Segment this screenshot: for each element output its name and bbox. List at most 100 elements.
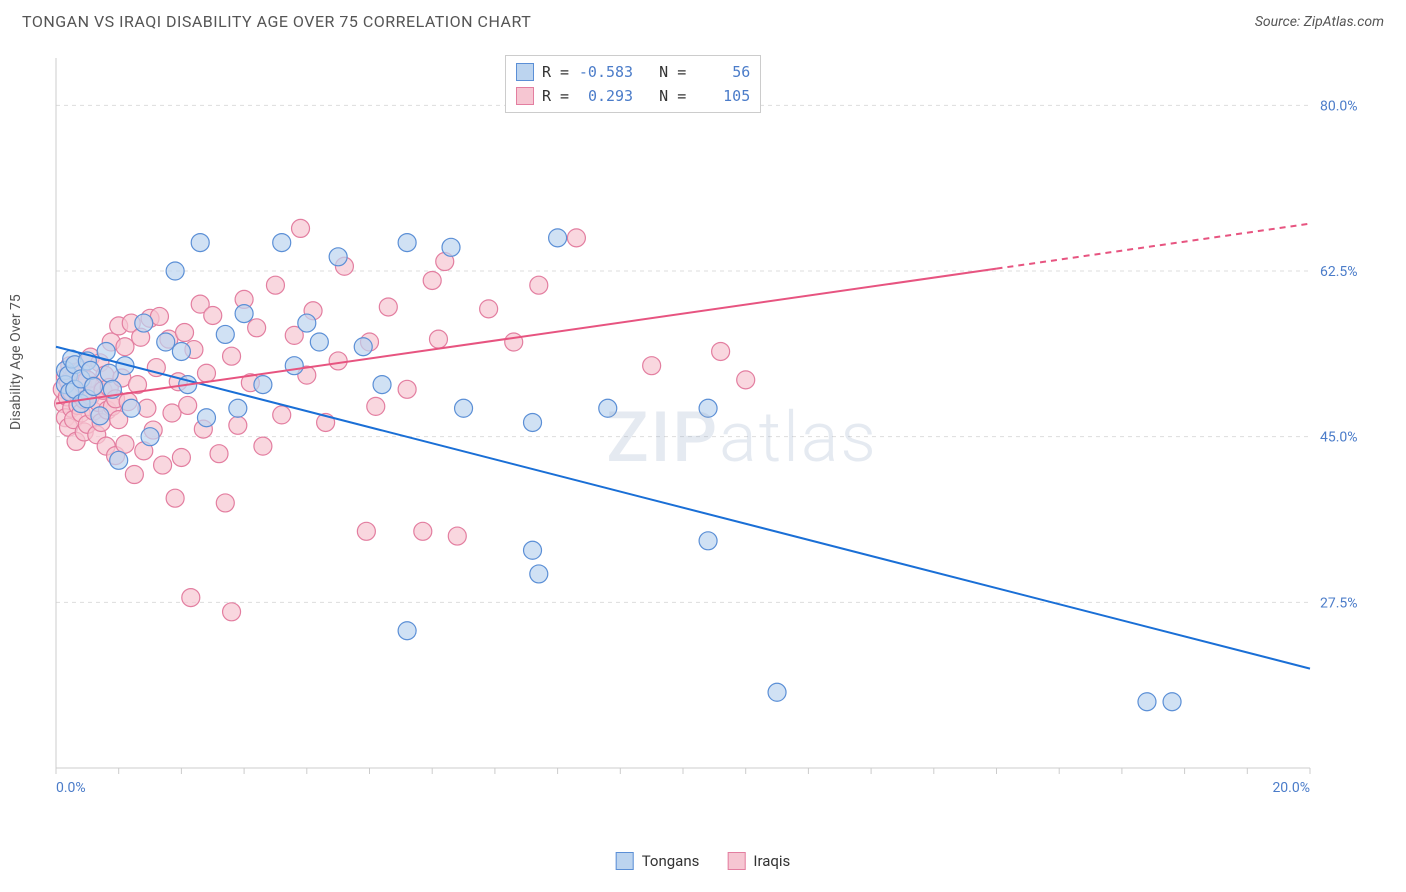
iraqis-point <box>210 445 228 463</box>
iraqis-point <box>367 397 385 415</box>
iraqis-point <box>216 494 234 512</box>
tongans-point <box>273 234 291 252</box>
y-tick-label: 80.0% <box>1320 98 1358 114</box>
tongans-point <box>699 399 717 417</box>
iraqis-point <box>423 271 441 289</box>
corr-n-value: 56 <box>694 60 750 84</box>
iraqis-point <box>643 357 661 375</box>
iraqis-point <box>254 437 272 455</box>
tongans-point <box>157 333 175 351</box>
tongans-point <box>768 683 786 701</box>
x-tick-label: 20.0% <box>1272 780 1310 796</box>
iraqis-point <box>179 396 197 414</box>
iraqis-point <box>530 276 548 294</box>
tongans-point <box>85 377 103 395</box>
tongans-point <box>549 229 567 247</box>
tongans-point <box>398 234 416 252</box>
iraqis-point <box>357 522 375 540</box>
tongans-point <box>229 399 247 417</box>
tongans-point <box>524 413 542 431</box>
iraqis-point <box>176 324 194 342</box>
tongans-point <box>373 376 391 394</box>
legend-label: Iraqis <box>753 852 790 870</box>
tongans-point <box>329 248 347 266</box>
tongans-point <box>235 305 253 323</box>
tongans-trend-line <box>56 347 1310 669</box>
iraqis-point <box>429 330 447 348</box>
tongans-point <box>191 234 209 252</box>
corr-n-label: N = <box>641 84 686 108</box>
corr-n-label: N = <box>641 60 686 84</box>
chart-svg: 27.5% 45.0% 62.5% 80.0% 0.0% 20.0% <box>50 50 1380 810</box>
legend-item-iraqis: Iraqis <box>727 852 790 870</box>
tongans-point <box>699 532 717 550</box>
tongans-point <box>122 399 140 417</box>
y-tick-label: 62.5% <box>1320 264 1358 280</box>
x-tick-label: 0.0% <box>56 780 86 796</box>
tongans-point <box>172 342 190 360</box>
legend-label: Tongans <box>642 852 700 870</box>
chart-plot-area: 27.5%45.0%62.5%80.0%0.0%20.0% ZIPatlas <box>50 50 1380 810</box>
iraqis-point <box>116 338 134 356</box>
iraqis-point <box>116 435 134 453</box>
iraqis-point <box>125 466 143 484</box>
y-tick-label: 45.0% <box>1320 430 1358 446</box>
iraqis-point <box>223 603 241 621</box>
y-axis-label: Disability Age Over 75 <box>8 294 24 430</box>
tongans-point <box>298 314 316 332</box>
corr-row-iraqis: R = 0.293 N = 105 <box>516 84 750 108</box>
iraqis-point <box>292 219 310 237</box>
tongans-point <box>524 541 542 559</box>
tongans-point <box>91 407 109 425</box>
iraqis-point <box>567 229 585 247</box>
iraqis-point <box>166 489 184 507</box>
iraqis-point <box>248 319 266 337</box>
tongans-point <box>166 262 184 280</box>
iraqis-point <box>273 406 291 424</box>
iraqis-swatch-icon <box>516 87 534 105</box>
iraqis-point <box>229 416 247 434</box>
iraqis-point <box>712 342 730 360</box>
tongans-point <box>442 238 460 256</box>
iraqis-point <box>480 300 498 318</box>
iraqis-trend-line-solid <box>56 269 997 404</box>
iraqis-point <box>379 298 397 316</box>
iraqis-point <box>737 371 755 389</box>
tongans-swatch-icon <box>516 63 534 81</box>
iraqis-point <box>154 456 172 474</box>
tongans-point <box>354 338 372 356</box>
tongans-point <box>216 325 234 343</box>
y-tick-label: 27.5% <box>1320 595 1358 611</box>
tongans-point <box>141 428 159 446</box>
tongans-point <box>81 361 99 379</box>
chart-title: TONGAN VS IRAQI DISABILITY AGE OVER 75 C… <box>22 12 531 31</box>
iraqis-trend-line-dashed <box>997 224 1311 269</box>
bottom-legend: Tongans Iraqis <box>616 852 791 870</box>
iraqis-point <box>505 333 523 351</box>
tongans-point <box>1163 693 1181 711</box>
iraqis-point <box>414 522 432 540</box>
corr-r-label: R = <box>542 84 569 108</box>
tongans-point <box>530 565 548 583</box>
corr-r-value: -0.583 <box>577 60 633 84</box>
tongans-legend-swatch-icon <box>616 852 634 870</box>
tongans-point <box>310 333 328 351</box>
tongans-point <box>135 314 153 332</box>
tongans-point <box>1138 693 1156 711</box>
iraqis-point <box>266 276 284 294</box>
iraqis-point <box>223 347 241 365</box>
iraqis-legend-swatch-icon <box>727 852 745 870</box>
corr-row-tongans: R = -0.583 N = 56 <box>516 60 750 84</box>
corr-r-value: 0.293 <box>577 84 633 108</box>
iraqis-point <box>197 364 215 382</box>
iraqis-point <box>329 352 347 370</box>
iraqis-point <box>204 306 222 324</box>
tongans-point <box>110 451 128 469</box>
iraqis-point <box>182 589 200 607</box>
corr-r-label: R = <box>542 60 569 84</box>
tongans-point <box>285 357 303 375</box>
iraqis-point <box>448 527 466 545</box>
legend-item-tongans: Tongans <box>616 852 700 870</box>
iraqis-point <box>398 380 416 398</box>
iraqis-point <box>172 448 190 466</box>
